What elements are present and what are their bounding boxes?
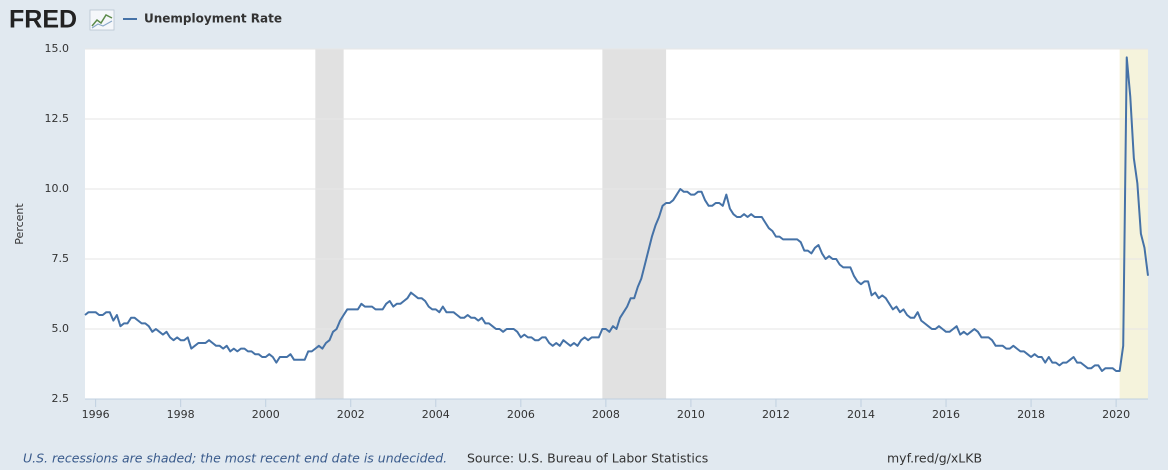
x-tick-label: 2014 [847,408,875,421]
y-tick-label: 2.5 [52,392,70,405]
y-tick-label: 5.0 [52,322,70,335]
logo-icon [89,9,115,31]
logo: FRED [9,6,77,34]
x-tick-label: 2008 [592,408,620,421]
x-tick-label: 2002 [337,408,365,421]
legend-label: Unemployment Rate [144,12,282,26]
x-tick-label: 2012 [762,408,790,421]
link[interactable]: myf.red/g/xLKB [887,451,982,466]
y-tick-label: 7.5 [52,252,70,265]
series-line [84,56,1149,372]
y-tick-label: 12.5 [45,112,70,125]
x-tick-label: 2016 [932,408,960,421]
y-tick-label: 15.0 [45,42,70,55]
source: Source: U.S. Bureau of Labor Statistics [467,451,708,466]
y-axis-label: Percent [13,203,26,245]
x-tick-label: 2020 [1102,408,1130,421]
note: U.S. recessions are shaded; the most rec… [23,451,447,466]
x-tick-label: 2006 [507,408,535,421]
x-tick-label: 2018 [1017,408,1045,421]
x-tick-label: 1996 [82,408,110,421]
x-tick-label: 2004 [422,408,450,421]
x-tick-label: 2010 [677,408,705,421]
y-tick-label: 10.0 [45,182,70,195]
x-tick-label: 2000 [252,408,280,421]
x-tick-label: 1998 [167,408,195,421]
